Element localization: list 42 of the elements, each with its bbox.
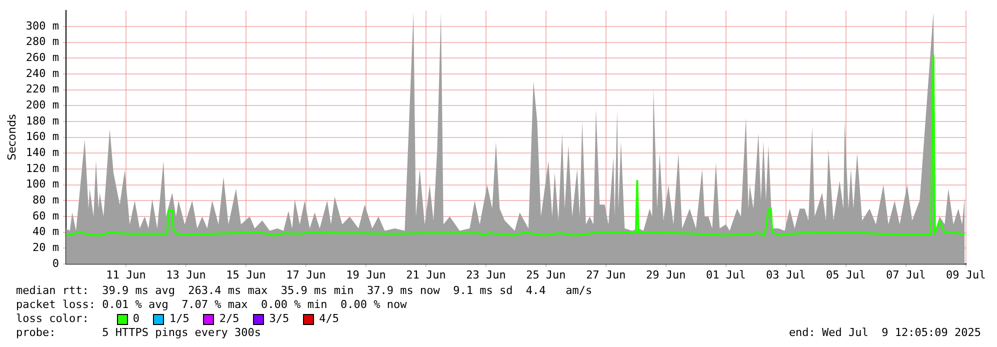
- x-tick-label: 05 Jul: [826, 268, 866, 282]
- x-tick-label: 21 Jun: [406, 268, 446, 282]
- y-tick-label: 220 m: [26, 82, 60, 96]
- text: probe: 5 HTTPS pings every 300s: [16, 326, 262, 340]
- x-tick-label: 13 Jun: [166, 268, 206, 282]
- x-tick-label: 07 Jul: [886, 268, 926, 282]
- y-tick-label: 80 m: [32, 194, 60, 207]
- x-tick-label: 19 Jun: [346, 268, 386, 282]
- y-tick-label: 240 m: [26, 66, 60, 80]
- text: end: Wed Jul 9 12:05:09 2025: [788, 326, 981, 340]
- y-tick-label: 180 m: [26, 114, 60, 128]
- text: median rtt: 39.9 ms avg 263.4 ms max 35.9 ms min 37.9 ms now 9.1 ms sd 4.4 am/s: [16, 284, 594, 298]
- legend-label: 3/5: [269, 312, 290, 326]
- y-tick-label: 60 m: [32, 209, 60, 222]
- legend-title: loss color:: [16, 312, 89, 326]
- x-tick-label: 27 Jun: [586, 268, 626, 282]
- y-tick-label: 120 m: [26, 162, 60, 175]
- x-tick-label: 15 Jun: [226, 268, 266, 282]
- y-tick-label: 260 m: [26, 50, 60, 64]
- y-tick-label: 280 m: [26, 35, 60, 48]
- y-tick-label: 100 m: [26, 178, 60, 191]
- x-tick-label: 11 Jun: [106, 268, 146, 282]
- text: packet loss: 0.01 % avg 7.07 % max 0.00 % min 0.00 % now: [16, 298, 408, 312]
- y-tick-label: 20 m: [32, 241, 60, 254]
- x-tick-label: 23 Jun: [466, 268, 506, 282]
- x-tick-label: 17 Jun: [286, 268, 326, 282]
- x-tick-label: 09 Jul: [946, 268, 986, 282]
- y-tick-label: 300 m: [26, 19, 60, 32]
- y-tick-label: 0: [52, 256, 59, 270]
- y-tick-label: 200 m: [26, 98, 60, 112]
- y-tick-label: 140 m: [26, 146, 60, 159]
- legend-label: 1/5: [169, 312, 190, 326]
- x-tick-label: 29 Jun: [646, 268, 686, 282]
- y-axis-title: Seconds: [5, 114, 18, 160]
- legend-label: 0: [132, 312, 140, 326]
- legend-label: 4/5: [319, 312, 339, 326]
- y-tick-label: 160 m: [26, 130, 60, 144]
- x-tick-label: 01 Jul: [706, 268, 746, 282]
- y-tick-label: 40 m: [32, 225, 60, 238]
- x-tick-label: 25 Jun: [526, 268, 566, 282]
- legend-label: 2/5: [219, 312, 240, 326]
- x-tick-label: 03 Jul: [766, 268, 806, 282]
